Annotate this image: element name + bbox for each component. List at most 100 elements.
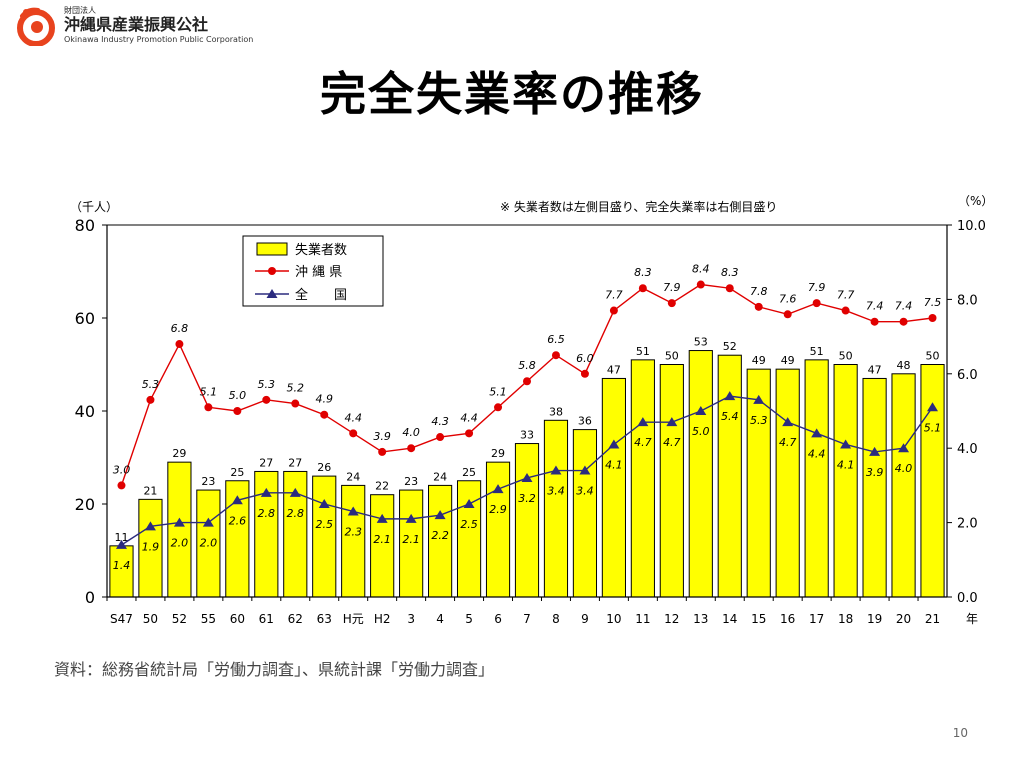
organization-logo-icon bbox=[17, 7, 55, 46]
national-point bbox=[637, 417, 649, 427]
okinawa-value-label: 3.9 bbox=[373, 430, 391, 443]
x-axis-tick-label: 5 bbox=[465, 612, 473, 626]
bar bbox=[514, 443, 540, 598]
national-point bbox=[550, 465, 562, 475]
bar bbox=[312, 475, 337, 598]
national-value-label: 3.4 bbox=[576, 485, 594, 498]
okinawa-value-label: 6.8 bbox=[171, 322, 189, 335]
national-point bbox=[521, 472, 533, 482]
source-note: 資料：総務省統計局「労働力調査」、県統計課「労働力調査」 bbox=[54, 660, 495, 679]
left-axis-unit: （千人） bbox=[70, 200, 118, 214]
okinawa-value-label: 4.3 bbox=[431, 415, 449, 428]
right-axis-tick-label: 6.0 bbox=[957, 368, 978, 383]
bar bbox=[920, 364, 945, 598]
okinawa-point bbox=[580, 369, 589, 378]
national-value-label: 3.9 bbox=[866, 466, 884, 479]
x-axis-unit: 年 bbox=[966, 612, 978, 626]
bar-value-label: 36 bbox=[578, 415, 592, 428]
okinawa-value-label: 7.9 bbox=[808, 281, 826, 294]
okinawa-value-label: 5.2 bbox=[287, 382, 305, 395]
x-axis-tick-label: S47 bbox=[110, 612, 133, 626]
left-axis-tick-label: 60 bbox=[75, 309, 95, 328]
bar-value-label: 23 bbox=[404, 475, 418, 488]
okinawa-point bbox=[436, 433, 445, 442]
national-value-label: 5.3 bbox=[750, 414, 768, 427]
okinawa-value-label: 4.9 bbox=[315, 393, 333, 406]
x-axis-tick-label: 14 bbox=[722, 612, 737, 626]
national-value-label: 4.1 bbox=[837, 458, 855, 471]
x-axis-tick-label: 50 bbox=[143, 612, 158, 626]
national-point bbox=[782, 417, 794, 427]
legend-bar-swatch bbox=[256, 242, 288, 256]
national-point bbox=[840, 439, 852, 449]
national-value-label: 5.4 bbox=[721, 410, 739, 423]
bar-value-label: 23 bbox=[201, 475, 215, 488]
right-axis-tick-label: 4.0 bbox=[957, 442, 978, 457]
national-point bbox=[115, 539, 127, 549]
national-value-label: 2.1 bbox=[373, 533, 391, 546]
okinawa-value-label: 5.3 bbox=[258, 378, 276, 391]
x-axis-tick-label: 60 bbox=[230, 612, 245, 626]
national-value-label: 2.8 bbox=[287, 507, 305, 520]
national-point bbox=[492, 484, 504, 494]
bar-value-label: 48 bbox=[897, 359, 911, 372]
bar bbox=[775, 368, 800, 598]
national-point bbox=[260, 487, 272, 497]
left-axis-tick-label: 80 bbox=[75, 216, 95, 235]
national-value-label: 1.4 bbox=[113, 559, 131, 572]
okinawa-value-label: 7.6 bbox=[779, 292, 797, 305]
okinawa-value-label: 7.7 bbox=[837, 289, 855, 302]
bar-value-label: 21 bbox=[143, 484, 157, 497]
bar-value-label: 22 bbox=[375, 480, 389, 493]
okinawa-point bbox=[146, 395, 155, 404]
left-axis-tick-label: 40 bbox=[75, 402, 95, 421]
bar bbox=[167, 461, 192, 598]
right-axis-tick-label: 0.0 bbox=[957, 591, 978, 606]
okinawa-value-label: 8.3 bbox=[634, 266, 652, 279]
x-axis-tick-label: 9 bbox=[581, 612, 589, 626]
okinawa-value-label: 7.4 bbox=[895, 300, 913, 313]
x-axis-tick-label: 6 bbox=[494, 612, 502, 626]
page-number: 10 bbox=[952, 726, 968, 740]
x-axis-tick-label: 19 bbox=[867, 612, 882, 626]
okinawa-value-label: 5.1 bbox=[489, 385, 507, 398]
okinawa-point bbox=[812, 299, 821, 308]
x-axis-tick-label: 7 bbox=[523, 612, 531, 626]
okinawa-point bbox=[899, 317, 908, 326]
x-axis-tick-label: 15 bbox=[751, 612, 766, 626]
national-point bbox=[202, 517, 214, 527]
bar-value-label: 50 bbox=[665, 350, 679, 363]
okinawa-value-label: 4.4 bbox=[460, 411, 478, 424]
legend-national-label: 全 国 bbox=[295, 287, 347, 303]
national-value-label: 2.0 bbox=[171, 537, 189, 550]
national-value-label: 3.4 bbox=[547, 485, 565, 498]
bar-value-label: 25 bbox=[230, 466, 244, 479]
national-point bbox=[811, 428, 823, 438]
bar bbox=[891, 373, 916, 598]
bar-value-label: 29 bbox=[172, 447, 186, 460]
national-value-label: 2.8 bbox=[258, 507, 276, 520]
national-point bbox=[898, 443, 910, 453]
x-axis-tick-label: 52 bbox=[172, 612, 187, 626]
national-point bbox=[753, 394, 765, 404]
okinawa-point bbox=[870, 317, 879, 326]
okinawa-point bbox=[523, 377, 531, 386]
bar bbox=[862, 377, 887, 598]
org-english-name: Okinawa Industry Promotion Public Corpor… bbox=[64, 35, 254, 44]
national-point bbox=[318, 499, 330, 508]
okinawa-point bbox=[117, 481, 126, 490]
org-small-label: 財団法人 bbox=[64, 6, 96, 15]
bar-value-label: 50 bbox=[839, 350, 853, 363]
x-axis-tick-label: 18 bbox=[838, 612, 853, 626]
okinawa-point bbox=[175, 340, 184, 349]
okinawa-value-label: 7.9 bbox=[663, 281, 681, 294]
okinawa-point bbox=[378, 447, 387, 456]
national-point bbox=[608, 439, 620, 449]
x-axis-tick-label: H元 bbox=[343, 612, 364, 626]
bar-value-label: 24 bbox=[433, 470, 447, 483]
right-axis-unit: （%） bbox=[958, 194, 993, 208]
x-axis-tick-label: 8 bbox=[552, 612, 560, 626]
left-axis-tick-label: 20 bbox=[75, 495, 95, 514]
x-axis-tick-label: 11 bbox=[635, 612, 650, 626]
